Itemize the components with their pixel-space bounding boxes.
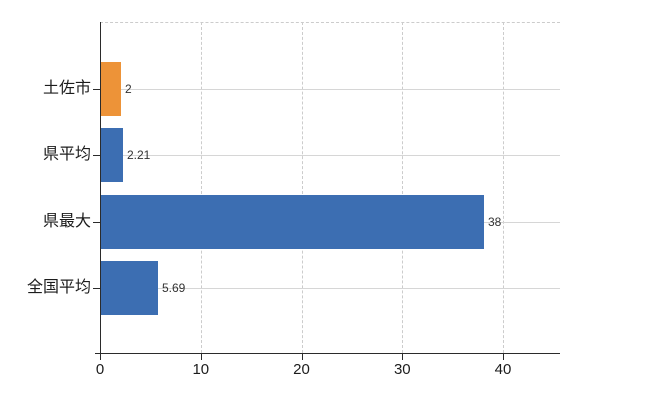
value-label: 38 — [488, 215, 502, 229]
x-tick-label: 40 — [494, 361, 512, 378]
y-gridline — [100, 89, 560, 90]
plot-top-border — [100, 22, 560, 23]
x-tick-mark — [402, 353, 404, 360]
x-tick-mark — [100, 353, 101, 360]
category-label: 県最大 — [42, 213, 91, 230]
x-tick-mark — [200, 353, 202, 360]
x-gridline — [402, 22, 404, 353]
category-label: 県平均 — [42, 146, 91, 163]
y-tick-mark — [93, 155, 100, 156]
y-tick-mark — [93, 89, 100, 90]
x-tick-mark — [503, 353, 504, 360]
category-label: 全国平均 — [26, 279, 91, 296]
x-gridline — [301, 22, 303, 353]
value-label: 2 — [125, 82, 132, 96]
y-tick-mark — [93, 288, 100, 289]
bar — [101, 62, 121, 116]
bar — [101, 195, 484, 249]
bar — [101, 128, 123, 182]
bar — [101, 261, 158, 315]
x-tick-label: 0 — [95, 361, 105, 378]
y-axis-line — [100, 22, 101, 353]
y-gridline — [100, 288, 560, 289]
value-label: 5.69 — [162, 281, 186, 295]
x-axis-line — [95, 353, 560, 354]
x-gridline — [503, 22, 504, 353]
x-gridline — [200, 22, 202, 353]
value-label: 2.21 — [127, 148, 151, 162]
x-tick-label: 20 — [293, 361, 310, 378]
y-gridline — [100, 155, 560, 156]
x-tick-label: 10 — [192, 361, 210, 378]
category-label: 土佐市 — [42, 80, 91, 97]
x-tick-label: 30 — [393, 361, 411, 378]
x-tick-mark — [301, 353, 303, 360]
y-tick-mark — [93, 222, 100, 223]
